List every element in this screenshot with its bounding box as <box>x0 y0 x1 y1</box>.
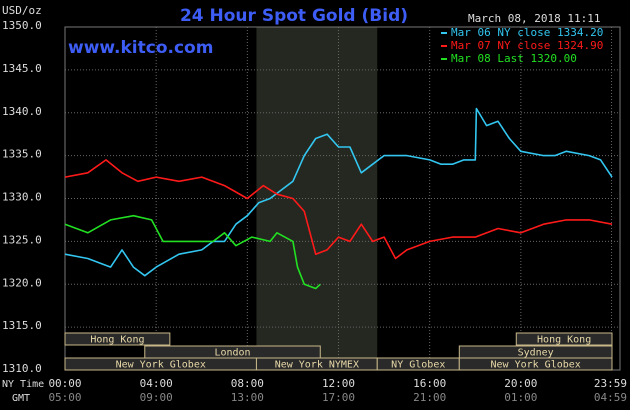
x2-tick-label: 09:00 <box>140 391 173 404</box>
y-tick-label: 1315.0 <box>2 319 42 332</box>
market-shade <box>256 27 378 370</box>
x2-tick-label: 17:00 <box>322 391 355 404</box>
x-row-label: GMT <box>12 393 30 404</box>
y-tick-label: 1350.0 <box>2 19 42 32</box>
x2-tick-label: 04:59 <box>594 391 627 404</box>
x-tick-label: 08:00 <box>231 377 264 390</box>
y-tick-label: 1340.0 <box>2 105 42 118</box>
x-tick-label: 20:00 <box>504 377 537 390</box>
session-label: New York Globex <box>116 360 206 371</box>
session-label: New York Globex <box>490 360 580 371</box>
x-tick-label: 16:00 <box>413 377 446 390</box>
x2-tick-label: 21:00 <box>413 391 446 404</box>
legend-label: Mar 08 Last 1320.00 <box>451 52 577 65</box>
legend-label: Mar 07 NY close 1324.90 <box>451 39 603 52</box>
price-line <box>64 159 613 260</box>
y-tick-label: 1320.0 <box>2 276 42 289</box>
y-tick-label: 1310.0 <box>2 362 42 375</box>
session-bar <box>458 357 613 371</box>
session-label: Sydney <box>518 348 554 359</box>
legend-label: Mar 06 NY close 1334.20 <box>451 26 603 39</box>
y-tick-label: 1325.0 <box>2 233 42 246</box>
x-row-label: NY Time <box>2 379 44 390</box>
timestamp: March 08, 2018 11:11 <box>468 12 600 25</box>
session-label: London <box>214 348 250 359</box>
session-bar <box>64 332 171 346</box>
x-tick-label: 12:00 <box>322 377 355 390</box>
session-bar <box>515 332 613 346</box>
y-tick-label: 1345.0 <box>2 62 42 75</box>
x-tick-label: 04:00 <box>140 377 173 390</box>
x2-tick-label: 13:00 <box>231 391 264 404</box>
y-tick-label: 1330.0 <box>2 191 42 204</box>
y-unit: USD/oz <box>2 4 42 17</box>
watermark: www.kitco.com <box>68 38 213 58</box>
y-tick-label: 1335.0 <box>2 148 42 161</box>
x2-tick-label: 01:00 <box>504 391 537 404</box>
session-label: Hong Kong <box>537 335 591 346</box>
x2-tick-label: 05:00 <box>48 391 81 404</box>
session-label: New York NYMEX <box>275 360 359 371</box>
session-label: NY Globex <box>391 360 445 371</box>
price-line <box>64 214 321 290</box>
chart-title: 24 Hour Spot Gold (Bid) <box>180 6 408 26</box>
price-line <box>64 107 613 277</box>
session-label: Hong Kong <box>90 335 144 346</box>
x-tick-label: 00:00 <box>48 377 81 390</box>
x-tick-label: 23:59 <box>594 377 627 390</box>
